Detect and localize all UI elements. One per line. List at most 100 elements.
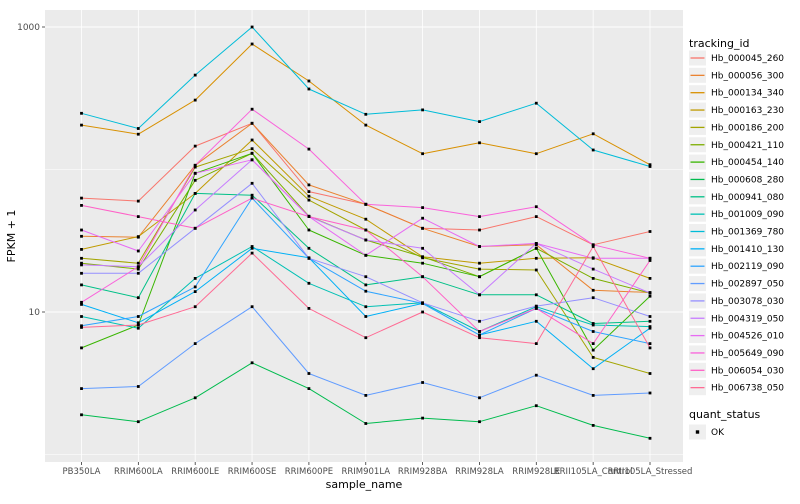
data-point [591, 243, 595, 247]
data-point [478, 319, 481, 323]
data-point [478, 261, 481, 265]
data-point [80, 387, 83, 390]
legend-label: Hb_005649_090 [711, 349, 784, 359]
data-point [648, 256, 652, 260]
data-point [421, 255, 424, 259]
data-point [478, 215, 481, 218]
data-point [250, 158, 254, 162]
data-point [648, 372, 652, 375]
legend-label: Hb_000134_340 [711, 89, 784, 99]
data-point [80, 256, 83, 260]
data-point [591, 323, 595, 327]
data-point [421, 261, 424, 265]
data-point [136, 199, 140, 203]
x-tick-label: RRII105LA_Control [554, 467, 633, 477]
data-point [136, 127, 140, 130]
data-point [136, 323, 140, 327]
data-point [136, 132, 140, 136]
x-tick-label: RRIM928LE [512, 467, 560, 477]
data-point [364, 123, 368, 127]
data-point [591, 245, 595, 248]
legend-label: Hb_000941_080 [711, 193, 784, 203]
data-point [136, 265, 140, 269]
data-point [421, 416, 424, 420]
data-point [534, 373, 538, 377]
data-point [421, 246, 424, 250]
data-point [534, 205, 538, 209]
data-point [307, 198, 311, 202]
x-tick-label: RRIM600LE [171, 467, 219, 477]
data-point [136, 261, 140, 265]
data-point [307, 190, 311, 193]
data-point [136, 385, 140, 388]
legend-label: Hb_001410_130 [711, 245, 784, 255]
data-point [80, 346, 83, 350]
legend-label: Hb_001009_090 [711, 210, 784, 220]
data-point [534, 246, 538, 250]
data-point [421, 381, 424, 384]
data-point [193, 226, 197, 230]
data-point [307, 307, 311, 310]
data-point [648, 163, 652, 167]
data-point [80, 261, 83, 265]
data-point [534, 342, 538, 345]
data-point [136, 235, 140, 238]
data-point [364, 217, 368, 221]
data-point [478, 333, 481, 337]
data-point [80, 300, 83, 304]
data-point [80, 303, 83, 306]
x-tick-label: RRIM600SE [228, 467, 277, 477]
legend-label: Hb_004526_010 [711, 332, 784, 342]
data-point [591, 348, 595, 352]
legend-label: Hb_000186_200 [711, 123, 784, 133]
plot-panel [45, 10, 683, 462]
data-point [421, 206, 424, 209]
data-point [478, 228, 481, 232]
data-point [193, 165, 197, 169]
data-point [478, 396, 481, 400]
data-point [648, 294, 652, 298]
data-point [307, 256, 311, 260]
legend-label: Hb_000454_140 [711, 158, 784, 168]
data-point [364, 305, 368, 309]
data-point [80, 263, 83, 267]
data-point [364, 315, 368, 318]
data-point [136, 249, 140, 253]
legend-title-tracking-id: tracking_id [689, 37, 750, 50]
data-point [250, 245, 254, 248]
data-point [80, 228, 83, 232]
data-point [648, 319, 652, 323]
legend-label: Hb_000163_230 [711, 106, 784, 116]
data-point [364, 394, 368, 397]
data-point [591, 296, 595, 300]
data-point [591, 367, 595, 371]
data-point [648, 346, 652, 350]
data-point [250, 181, 254, 185]
legend-label: Hb_003078_030 [711, 297, 784, 307]
data-point [193, 144, 197, 148]
data-point [534, 293, 538, 297]
data-point [193, 192, 197, 195]
data-point [364, 422, 368, 425]
data-point [534, 404, 538, 408]
data-point [478, 275, 481, 279]
data-point [478, 267, 481, 271]
data-point [80, 248, 83, 251]
data-point [80, 196, 83, 200]
data-point [648, 277, 652, 280]
data-point [421, 226, 424, 230]
data-point [364, 228, 368, 232]
data-point [478, 336, 481, 340]
data-point [250, 121, 254, 125]
data-point [591, 148, 595, 152]
data-point [591, 394, 595, 397]
data-point [364, 238, 368, 242]
data-point [80, 326, 83, 329]
data-point [591, 322, 595, 325]
data-point [136, 326, 140, 330]
data-point [648, 436, 652, 440]
data-point [250, 305, 254, 309]
x-tick-label: RRIM928LA [455, 467, 504, 477]
data-point [307, 194, 311, 198]
data-point [364, 112, 368, 116]
